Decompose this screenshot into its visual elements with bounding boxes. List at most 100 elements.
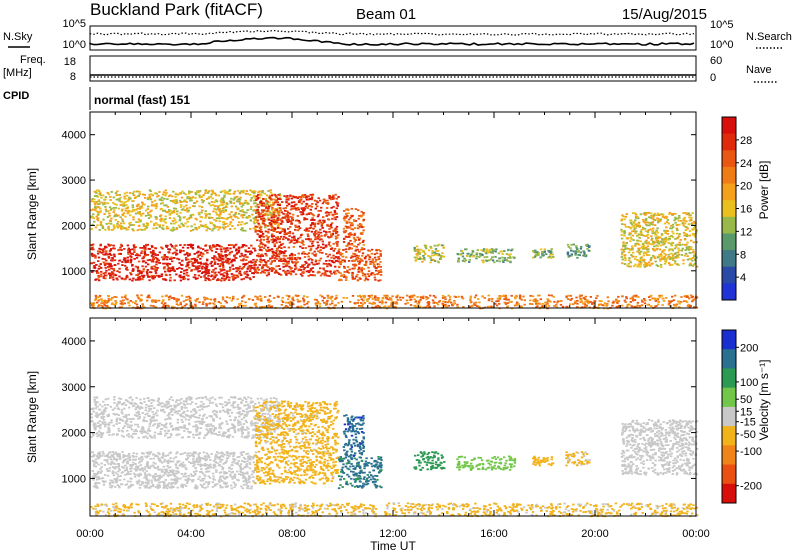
- scatter-cell: [270, 267, 274, 269]
- scatter-cell: [315, 247, 318, 250]
- scatter-cell: [353, 265, 356, 267]
- scatter-cell: [216, 462, 219, 465]
- scatter-cell: [282, 269, 285, 272]
- scatter-cell: [136, 207, 139, 210]
- scatter-cell: [152, 260, 155, 263]
- scatter-cell: [656, 256, 660, 259]
- scatter-cell: [137, 212, 140, 215]
- scatter-cell: [209, 195, 212, 198]
- scatter-cell: [311, 217, 314, 219]
- scatter-cell: [250, 206, 253, 208]
- scatter-cell: [229, 228, 232, 230]
- scatter-cell: [161, 306, 165, 308]
- scatter-cell: [640, 258, 643, 261]
- scatter-cell: [267, 190, 270, 192]
- scatter-cell: [234, 277, 237, 279]
- scatter-cell: [360, 225, 363, 227]
- scatter-cell: [113, 259, 117, 262]
- scatter-cell: [280, 211, 283, 214]
- scatter-cell: [99, 210, 102, 212]
- scatter-cell: [142, 268, 145, 270]
- scatter-cell: [194, 192, 198, 194]
- colorbar-segment: [722, 233, 736, 251]
- scatter-cell: [663, 258, 666, 260]
- scatter-cell: [359, 305, 362, 308]
- scatter-cell: [690, 294, 693, 297]
- scatter-cell: [207, 190, 211, 193]
- scatter-cell: [417, 248, 420, 251]
- scatter-cell: [182, 205, 186, 208]
- scatter-cell: [256, 239, 259, 242]
- scatter-cell: [675, 227, 678, 230]
- scatter-cell: [313, 219, 316, 221]
- scatter-cell: [259, 240, 262, 242]
- scatter-cell: [162, 482, 166, 485]
- scatter-cell: [282, 254, 285, 257]
- scatter-cell: [435, 302, 438, 304]
- scatter-cell: [316, 241, 319, 244]
- scatter-cell: [152, 249, 155, 252]
- scatter-cell: [321, 219, 325, 222]
- scatter-cell: [111, 296, 114, 299]
- scatter-cell: [672, 303, 676, 306]
- scatter-cell: [94, 190, 98, 193]
- scatter-cell: [310, 261, 314, 264]
- scatter-cell: [372, 303, 375, 305]
- scatter-cell: [319, 231, 323, 234]
- scatter-cell: [360, 269, 363, 272]
- scatter-cell: [241, 245, 245, 248]
- scatter-cell: [264, 260, 267, 263]
- scatter-cell: [126, 261, 130, 263]
- scatter-cell: [152, 227, 155, 230]
- scatter-cell: [269, 197, 272, 200]
- noise-left-tick-bottom: 10^0: [62, 39, 86, 51]
- scatter-cell: [209, 298, 213, 301]
- scatter-cell: [131, 248, 134, 251]
- scatter-cell: [214, 256, 218, 259]
- scatter-cell: [692, 229, 695, 231]
- scatter-cell: [187, 278, 190, 281]
- scatter-cell: [284, 270, 287, 273]
- scatter-cell: [335, 241, 338, 243]
- scatter-cell: [209, 246, 212, 249]
- scatter-cell: [178, 262, 181, 264]
- scatter-cell: [221, 264, 225, 267]
- scatter-cell: [316, 201, 319, 204]
- scatter-cell: [224, 226, 227, 228]
- scatter-cell: [616, 302, 619, 304]
- scatter-cell: [119, 458, 122, 460]
- scatter-cell: [196, 251, 199, 254]
- scatter-cell: [569, 299, 572, 301]
- scatter-cell: [396, 294, 399, 297]
- scatter-cell: [250, 197, 253, 199]
- scatter-cell: [360, 270, 363, 273]
- scatter-cell: [171, 266, 175, 268]
- scatter-cell: [282, 257, 285, 260]
- scatter-cell: [384, 305, 387, 308]
- scatter-cell: [544, 305, 548, 308]
- scatter-cell: [487, 294, 490, 297]
- scatter-cell: [637, 264, 640, 267]
- scatter-cell: [640, 232, 643, 235]
- scatter-cell: [352, 259, 355, 262]
- scatter-cell: [583, 298, 587, 300]
- scatter-cell: [119, 246, 122, 249]
- scatter-cell: [143, 245, 146, 247]
- scatter-cell: [283, 229, 286, 232]
- scatter-cell: [358, 267, 361, 270]
- scatter-cell: [173, 247, 177, 250]
- scatter-cell: [182, 300, 186, 303]
- scatter-cell: [646, 234, 649, 237]
- scatter-cell: [545, 253, 548, 255]
- scatter-cell: [220, 306, 223, 309]
- scatter-cell: [667, 253, 671, 256]
- scatter-cell: [228, 223, 232, 226]
- scatter-cell: [94, 279, 97, 281]
- scatter-cell: [692, 234, 695, 236]
- scatter-cell: [269, 189, 272, 192]
- scatter-cell: [586, 243, 589, 246]
- freq-label-line1: Freq.: [20, 54, 46, 66]
- scatter-cell: [191, 229, 195, 231]
- scatter-cell: [534, 253, 538, 256]
- scatter-cell: [668, 248, 671, 251]
